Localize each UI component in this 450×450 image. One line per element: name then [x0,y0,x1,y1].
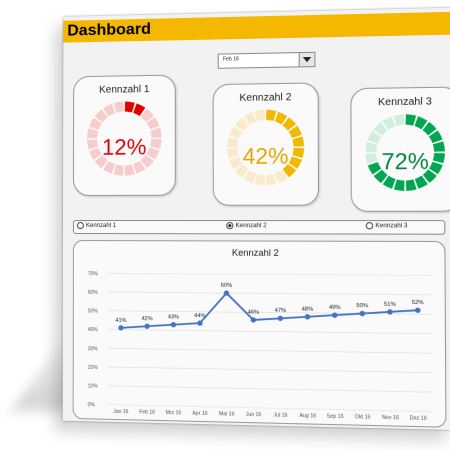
radio-kennzahl-2[interactable]: Kennzahl 2 [226,222,267,229]
month-dropdown[interactable]: Feb 16 [218,52,316,69]
gridline [108,405,432,412]
radio-label: Kennzahl 2 [235,223,266,229]
gridline [108,273,432,275]
donut-segment-empty [254,110,264,121]
y-tick-label: 20% [88,365,99,371]
data-point [305,314,310,319]
y-tick-label: 30% [88,346,99,352]
chevron-down-icon [303,57,311,62]
x-tick-label: Jul 16 [274,412,288,419]
dashboard-sheet: Dashboard Feb 16 Kennzahl 1 12% Kennzahl… [63,8,450,430]
data-point [415,307,421,312]
line-chart-card: Kennzahl 2 0% 10% 20% 30% 40% 50% 60% 70% Jan 16… [73,240,447,428]
kpi-value: 72% [352,148,450,176]
line-chart: 0% 10% 20% 30% 40% 50% 60% 70% Jan 16 Feb 16 Mrz 1… [74,241,446,427]
y-tick-label: 10% [88,383,99,389]
gridline [108,386,432,392]
kpi-card-2: Kennzahl 2 42% [213,82,319,205]
donut-segment-filled [125,101,135,112]
x-tick-label: Okt 16 [355,414,371,421]
header-bar: Dashboard [63,12,450,43]
donut-segment-empty [114,101,124,112]
radio-circle[interactable] [366,222,373,229]
month-dropdown-value: Feb 16 [223,56,239,62]
x-tick-label: Sep 16 [327,413,344,420]
page-title: Dashboard [67,21,151,41]
data-label: 60% [221,283,233,289]
kpi-title: Kennzahl 2 [214,92,318,105]
donut-segment-empty [255,174,265,185]
x-tick-label: Aug 16 [299,413,316,420]
x-tick-label: Mrz 16 [166,410,182,417]
kpi-card-3: Kennzahl 3 72% [350,87,450,212]
data-label: 51% [384,301,396,307]
x-tick-label: Nov 16 [382,415,399,422]
donut-segment-empty [125,164,135,175]
data-label: 50% [356,303,368,309]
x-tick-label: Jan 16 [113,409,128,415]
radio-kennzahl-3[interactable]: Kennzahl 3 [366,222,408,229]
radio-label: Kennzahl 1 [86,223,116,229]
x-tick-label: Mai 16 [219,411,235,418]
gridline [108,367,432,373]
x-tick-label: Dez 16 [410,415,427,422]
data-label: 42% [142,316,153,322]
data-point [144,324,149,329]
radio-circle[interactable] [77,222,84,229]
donut-segment-empty [266,174,276,185]
data-label: 46% [248,310,260,316]
radio-label: Kennzahl 3 [375,223,407,229]
donut-segment-empty [114,165,124,176]
data-point [171,322,176,327]
kpi-value: 12% [74,134,175,161]
data-label: 49% [329,305,341,311]
data-label: 43% [168,314,179,320]
data-label: 48% [302,306,314,312]
data-label: 41% [115,318,126,324]
kpi-value: 42% [214,143,318,170]
data-label: 44% [194,313,205,319]
data-label: 47% [275,308,287,314]
y-tick-label: 70% [88,271,99,277]
y-tick-label: 0% [88,402,96,408]
kpi-title: Kennzahl 1 [74,84,175,97]
data-label: 52% [412,300,424,306]
x-tick-label: Jun 16 [246,412,262,419]
data-point [359,311,365,316]
y-tick-label: 60% [88,290,99,296]
radio-circle-selected[interactable] [226,222,233,229]
donut-segment-filled [406,114,417,126]
dropdown-arrow-button[interactable] [299,53,315,67]
gridline [108,330,432,334]
y-tick-label: 40% [88,327,99,333]
series-line [121,292,418,331]
donut-segment-filled [394,179,405,191]
kpi-radio-group: Kennzahl 1 Kennzahl 2 Kennzahl 3 [73,220,445,235]
donut-segment-empty [394,114,405,126]
data-point [278,316,283,321]
data-point [251,317,256,322]
donut-segment-filled [266,110,276,121]
radio-kennzahl-1[interactable]: Kennzahl 1 [77,222,116,229]
gridline [108,292,432,295]
x-tick-label: Feb 16 [139,409,155,415]
y-tick-label: 50% [88,309,99,315]
gridline [108,348,432,353]
kpi-title: Kennzahl 3 [351,96,450,109]
kpi-card-1: Kennzahl 1 12% [73,75,176,196]
x-tick-label: Apr 16 [192,411,207,418]
donut-segment-filled [406,179,417,191]
